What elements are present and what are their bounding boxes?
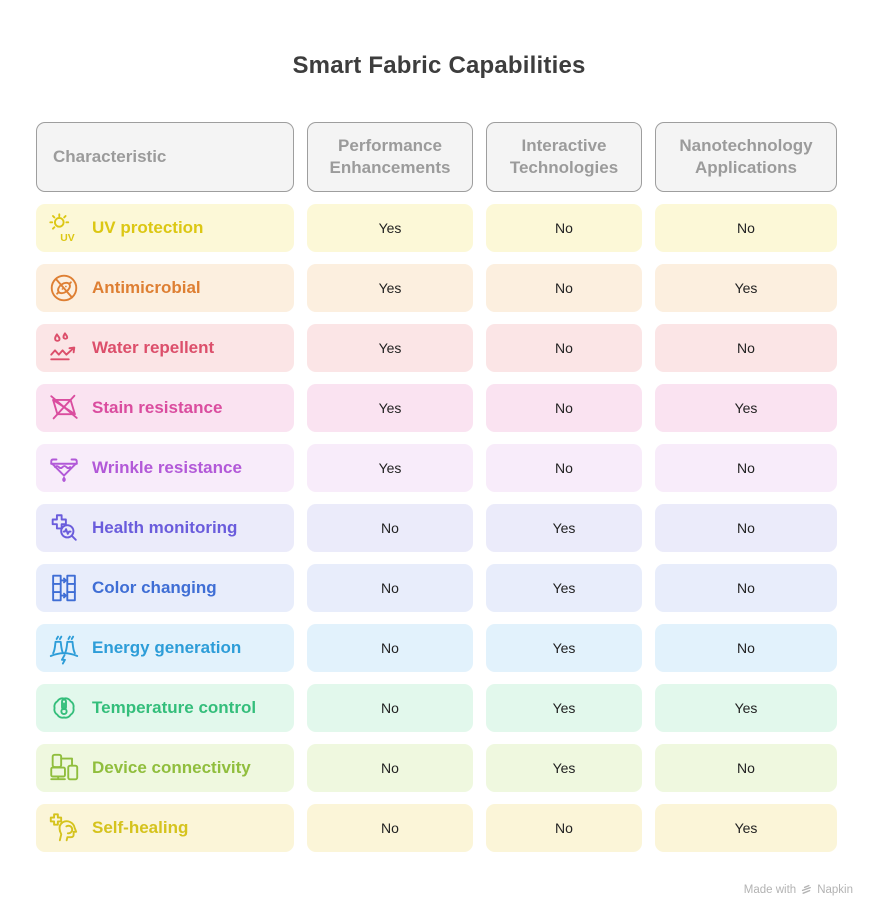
cell-stain-resistance-nanotechnology-applications: Yes [655, 384, 837, 432]
watermark-brand: Napkin [817, 883, 853, 896]
column-header-label: Interactive Technologies [509, 135, 619, 177]
cell-device-connectivity-performance-enhancements: No [307, 744, 473, 792]
capabilities-table: Characteristic Performance Enhancements In… [36, 122, 837, 852]
row-label-stain-resistance: Stain resistance [36, 384, 294, 432]
column-header-label: Nanotechnology Applications [679, 135, 813, 177]
cell-color-changing-performance-enhancements: No [307, 564, 473, 612]
cell-energy-generation-performance-enhancements: No [307, 624, 473, 672]
power-plant-icon [47, 631, 81, 665]
cell-temperature-control-nanotechnology-applications: Yes [655, 684, 837, 732]
cell-temperature-control-interactive-technologies: Yes [486, 684, 642, 732]
row-label-text: Stain resistance [92, 398, 223, 417]
head-plus-icon [47, 811, 81, 845]
cell-color-changing-interactive-technologies: Yes [486, 564, 642, 612]
cell-uv-protection-interactive-technologies: No [486, 204, 642, 252]
row-label-text: Antimicrobial [92, 278, 201, 297]
cell-antimicrobial-interactive-technologies: No [486, 264, 642, 312]
row-label-wrinkle-resistance: Wrinkle resistance [36, 444, 294, 492]
row-label-self-healing: Self-healing [36, 804, 294, 852]
cell-energy-generation-interactive-technologies: Yes [486, 624, 642, 672]
cell-self-healing-interactive-technologies: No [486, 804, 642, 852]
row-label-temperature-control: Temperature control [36, 684, 294, 732]
sun-uv-icon: UV [47, 211, 81, 245]
cell-temperature-control-performance-enhancements: No [307, 684, 473, 732]
cell-water-repellent-interactive-technologies: No [486, 324, 642, 372]
column-header-performance-enhancements: Performance Enhancements [307, 122, 473, 192]
row-label-text: Wrinkle resistance [92, 458, 242, 477]
cell-self-healing-performance-enhancements: No [307, 804, 473, 852]
cell-antimicrobial-performance-enhancements: Yes [307, 264, 473, 312]
row-label-color-changing: Color changing [36, 564, 294, 612]
cell-device-connectivity-interactive-technologies: Yes [486, 744, 642, 792]
row-label-text: UV protection [92, 218, 204, 237]
watermark-prefix: Made with [743, 883, 797, 896]
napkin-logo-icon [800, 883, 813, 896]
row-label-water-repellent: Water repellent [36, 324, 294, 372]
row-label-antimicrobial: Antimicrobial [36, 264, 294, 312]
row-label-text: Health monitoring [92, 518, 238, 537]
column-header-label: Characteristic [53, 146, 167, 166]
connected-devices-icon [47, 751, 81, 785]
color-swap-columns-icon [47, 571, 81, 605]
gear-thermometer-icon [47, 691, 81, 725]
cell-energy-generation-nanotechnology-applications: No [655, 624, 837, 672]
cell-water-repellent-nanotechnology-applications: No [655, 324, 837, 372]
page-title: Smart Fabric Capabilities [292, 52, 586, 79]
cell-wrinkle-resistance-performance-enhancements: Yes [307, 444, 473, 492]
cell-wrinkle-resistance-nanotechnology-applications: No [655, 444, 837, 492]
water-repellent-icon [47, 331, 81, 365]
fabric-crossed-icon [47, 391, 81, 425]
cell-color-changing-nanotechnology-applications: No [655, 564, 837, 612]
watermark: Made with Napkin [744, 883, 853, 896]
row-label-text: Device connectivity [92, 758, 251, 777]
row-label-health-monitoring: Health monitoring [36, 504, 294, 552]
cell-stain-resistance-performance-enhancements: Yes [307, 384, 473, 432]
cell-health-monitoring-performance-enhancements: No [307, 504, 473, 552]
cell-health-monitoring-nanotechnology-applications: No [655, 504, 837, 552]
row-label-text: Temperature control [92, 698, 257, 717]
column-header-interactive-technologies: Interactive Technologies [486, 122, 642, 192]
column-header-nanotechnology-applications: Nanotechnology Applications [655, 122, 837, 192]
cell-wrinkle-resistance-interactive-technologies: No [486, 444, 642, 492]
svg-text:UV: UV [60, 233, 74, 244]
cell-antimicrobial-nanotechnology-applications: Yes [655, 264, 837, 312]
row-label-text: Self-healing [92, 818, 189, 837]
row-label-energy-generation: Energy generation [36, 624, 294, 672]
cell-self-healing-nanotechnology-applications: Yes [655, 804, 837, 852]
column-header-characteristic: Characteristic [36, 122, 294, 192]
cell-stain-resistance-interactive-technologies: No [486, 384, 642, 432]
cell-uv-protection-nanotechnology-applications: No [655, 204, 837, 252]
row-label-device-connectivity: Device connectivity [36, 744, 294, 792]
cell-health-monitoring-interactive-technologies: Yes [486, 504, 642, 552]
cell-water-repellent-performance-enhancements: Yes [307, 324, 473, 372]
cross-magnifier-icon [47, 511, 81, 545]
cell-uv-protection-performance-enhancements: Yes [307, 204, 473, 252]
iron-funnel-icon [47, 451, 81, 485]
column-header-label: Performance Enhancements [329, 135, 451, 177]
cell-device-connectivity-nanotechnology-applications: No [655, 744, 837, 792]
row-label-text: Water repellent [92, 338, 215, 357]
row-label-text: Energy generation [92, 638, 242, 657]
microbe-crossed-icon [47, 271, 81, 305]
row-label-text: Color changing [92, 578, 217, 597]
row-label-uv-protection: UV UV protection [36, 204, 294, 252]
